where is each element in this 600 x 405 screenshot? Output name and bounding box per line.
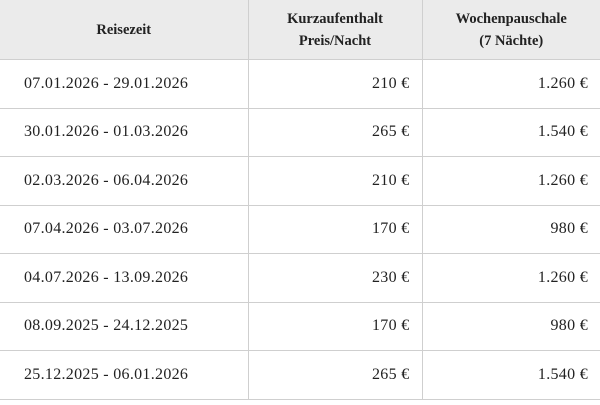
table-cell: 04.07.2026 - 13.09.2026 — [0, 253, 249, 303]
table-cell: 980 € — [422, 302, 600, 351]
table-cell: 07.04.2026 - 03.07.2026 — [0, 205, 249, 254]
table-cell: 980 € — [422, 205, 600, 254]
table-cell: 265 € — [248, 108, 423, 157]
table-body: 07.01.2026 - 29.01.2026 210 €1.260 €30.01… — [0, 59, 600, 400]
table-cell: 210 € — [248, 59, 423, 109]
header-line: Preis/Nacht — [298, 32, 372, 49]
header-line: Kurzaufenthalt — [287, 10, 383, 27]
table-row: 08.09.2025 - 24.12.2025 170 €980 € — [0, 302, 600, 351]
table-cell: 1.540 € — [422, 350, 600, 400]
table-cell: 25.12.2025 - 06.01.2026 — [0, 350, 249, 400]
table-cell: 30.01.2026 - 01.03.2026 — [0, 108, 249, 157]
header-line: (7 Nächte) — [479, 32, 544, 49]
table-row: 25.12.2025 - 06.01.2026 265 €1.540 € — [0, 350, 600, 400]
table-cell: 170 € — [248, 302, 423, 351]
header-row: Reisezeit Kurzaufenthalt Preis/Nacht Wochen… — [0, 0, 600, 60]
table-cell: 02.03.2026 - 06.04.2026 — [0, 156, 249, 206]
header-cell: Kurzaufenthalt Preis/Nacht — [248, 0, 423, 60]
table-row: 07.01.2026 - 29.01.2026 210 €1.260 € — [0, 59, 600, 109]
table-row: 02.03.2026 - 06.04.2026 210 €1.260 € — [0, 156, 600, 206]
table-cell: 265 € — [248, 350, 423, 400]
table-row: 07.04.2026 - 03.07.2026 170 €980 € — [0, 205, 600, 254]
table-cell: 08.09.2025 - 24.12.2025 — [0, 302, 249, 351]
table-cell: 1.540 € — [422, 108, 600, 157]
table-cell: 210 € — [248, 156, 423, 206]
table-cell: 170 € — [248, 205, 423, 254]
header-cell: Wochenpauschale (7 Nächte) — [422, 0, 600, 60]
table-cell: 07.01.2026 - 29.01.2026 — [0, 59, 249, 109]
table-cell: 1.260 € — [422, 253, 600, 303]
table-row: 30.01.2026 - 01.03.2026 265 €1.540 € — [0, 108, 600, 157]
table-cell: 230 € — [248, 253, 423, 303]
table-row: 04.07.2026 - 13.09.2026 230 €1.260 € — [0, 253, 600, 303]
header-line: Wochenpauschale — [455, 10, 567, 27]
table-cell: 1.260 € — [422, 156, 600, 206]
header-cell: Reisezeit — [0, 0, 249, 60]
table-cell: 1.260 € — [422, 59, 600, 109]
